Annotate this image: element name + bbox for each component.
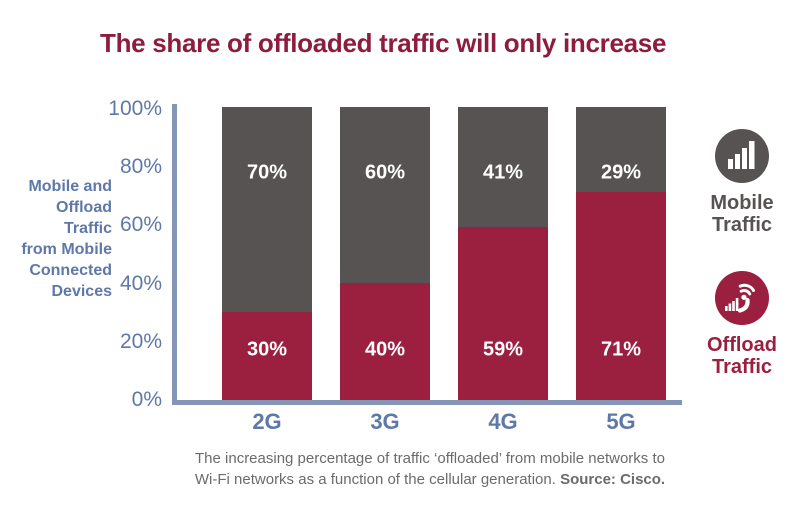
x-axis-label-4g: 4G xyxy=(488,409,518,434)
x-axis-label-3g: 3G xyxy=(370,409,400,434)
bar-value-label-mobile: 60% xyxy=(364,161,406,184)
y-axis-tick: 100% xyxy=(108,97,162,120)
bar-value-label-offload: 59% xyxy=(482,338,524,361)
y-axis-title-line: Devices xyxy=(51,283,113,300)
caption-line2: Wi-Fi networks as a function of the cell… xyxy=(194,471,561,488)
bar-segment-offload xyxy=(576,191,666,400)
legend-item-offload: Offload Traffic xyxy=(688,270,796,378)
y-axis-line xyxy=(172,104,177,405)
y-axis-title-line: Offload xyxy=(56,199,112,216)
y-axis-tick: 60% xyxy=(119,213,162,237)
legend-label-offload: Offload Traffic xyxy=(688,334,796,378)
bar-segment-offload xyxy=(458,227,548,400)
bar-value-label-mobile: 70% xyxy=(246,161,288,184)
bar-segment-mobile xyxy=(222,107,312,313)
y-axis-ticks: 100% 80% 60% 40% 20% 0% xyxy=(90,97,166,411)
y-axis-title: Mobile and Offload Traffic from Mobile Conne… xyxy=(6,176,112,302)
bar-value-label-mobile: 29% xyxy=(600,161,642,184)
x-axis-line xyxy=(172,400,682,405)
caption: The increasing percentage of traffic ‘of… xyxy=(160,448,700,490)
page-title: The share of offloaded traffic will only… xyxy=(100,28,667,58)
y-axis-title-line: from Mobile xyxy=(21,241,112,258)
legend-label-offload-line1: Offload xyxy=(707,334,777,356)
wifi-antenna-icon xyxy=(715,271,769,325)
bar-value-label-offload: 40% xyxy=(364,338,406,361)
bar-value-label-mobile: 41% xyxy=(482,161,524,184)
y-axis-title-line: Connected xyxy=(29,262,112,279)
bar-column-3g: 60% 40% xyxy=(340,107,430,400)
bar-segment-mobile xyxy=(458,107,548,228)
bar-column-5g: 29% 71% xyxy=(576,107,666,400)
bar-segment-offload xyxy=(340,282,430,400)
legend-label-mobile-line2: Traffic xyxy=(711,214,773,236)
bar-value-label-offload: 71% xyxy=(600,338,642,361)
bar-segment-mobile xyxy=(340,107,430,283)
y-axis-tick: 80% xyxy=(119,155,162,179)
bar-column-4g: 41% 59% xyxy=(458,107,548,400)
x-axis-label-5g: 5G xyxy=(606,409,636,434)
y-axis-tick: 20% xyxy=(119,329,162,353)
bar-column-2g: 70% 30% xyxy=(222,107,312,400)
y-axis-title-line: Mobile and xyxy=(28,178,112,195)
legend-label-mobile: Mobile Traffic xyxy=(688,192,796,236)
caption-source: Source: Cisco. xyxy=(560,471,666,488)
stacked-bars: 70% 30% 60% 40% 41% 59% 29% 71% xyxy=(177,107,680,400)
y-axis-tick: 0% xyxy=(131,388,162,411)
caption-line1: The increasing percentage of traffic ‘of… xyxy=(195,450,665,467)
bar-segment-offload xyxy=(222,312,312,400)
legend-item-mobile: Mobile Traffic xyxy=(688,128,796,236)
legend-label-mobile-line1: Mobile xyxy=(710,192,774,214)
x-axis-label-2g: 2G xyxy=(252,409,282,434)
bar-segment-mobile xyxy=(576,107,666,192)
y-axis-tick: 40% xyxy=(119,271,162,295)
cell-signal-bars-icon xyxy=(715,129,769,183)
legend-label-offload-line2: Traffic xyxy=(711,356,773,378)
bar-value-label-offload: 30% xyxy=(246,338,288,361)
y-axis-title-line: Traffic xyxy=(63,220,112,237)
x-axis-labels: 2G 3G 4G 5G xyxy=(177,409,680,435)
